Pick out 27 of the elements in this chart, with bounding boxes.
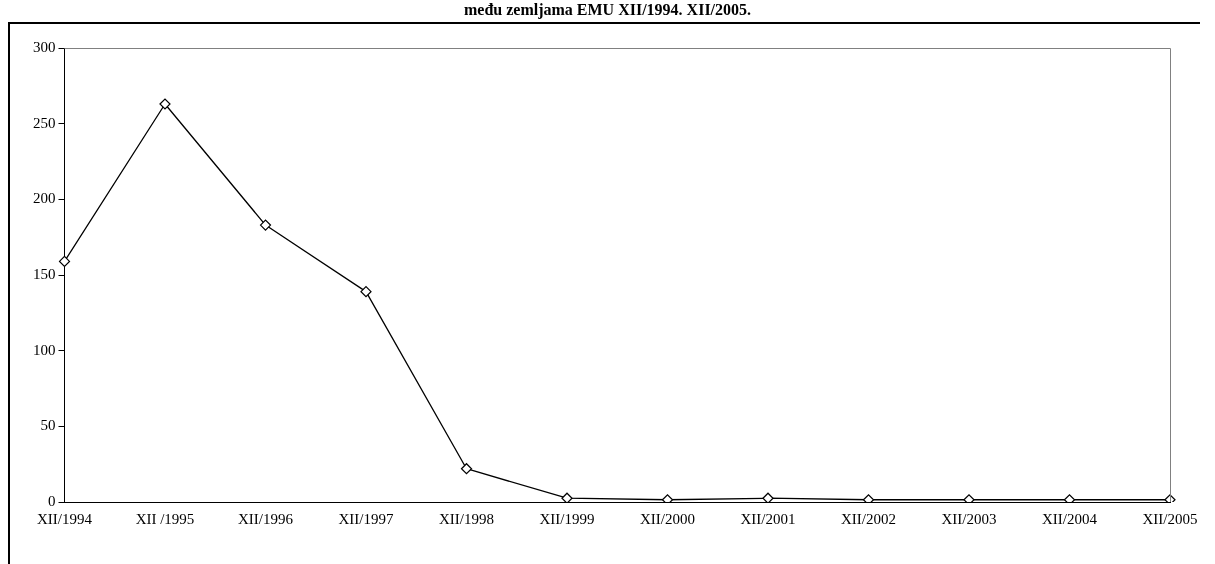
x-tick-label: XII/1994 xyxy=(37,510,93,527)
x-tick-label: XII /1995 xyxy=(135,510,195,527)
y-tick-label: 250 xyxy=(33,114,56,131)
x-tick-label: XII/1999 xyxy=(539,510,595,527)
x-tick-label: XII/1997 xyxy=(338,510,394,527)
x-tick-label: XII/1996 xyxy=(238,510,294,527)
point xyxy=(561,492,573,502)
point xyxy=(460,463,473,475)
x-tick-label: XII/2003 xyxy=(941,510,997,527)
point xyxy=(259,219,272,231)
x-tick-label: XII/2001 xyxy=(740,510,796,527)
point xyxy=(159,98,171,110)
y-tick-label: 0 xyxy=(48,492,56,509)
x-tick-label: XII/2000 xyxy=(640,510,695,527)
x-tick-label: XII/2005 xyxy=(1142,510,1198,527)
y-tick-label: 300 xyxy=(33,38,56,55)
y-tick-label: 150 xyxy=(33,265,56,282)
y-tick-label: 50 xyxy=(40,417,56,434)
point xyxy=(58,255,71,267)
y-tick-label: 100 xyxy=(33,341,56,358)
y-tick-label: 200 xyxy=(33,190,56,207)
chart-title: među zemljama EMU XII/1994. XII/2005. xyxy=(462,0,753,20)
x-tick-label: XII/2002 xyxy=(841,510,896,527)
x-tick-label: XII/1998 xyxy=(439,510,494,527)
point xyxy=(360,286,372,298)
point xyxy=(762,492,774,502)
x-tick-label: XII/2004 xyxy=(1042,510,1098,527)
